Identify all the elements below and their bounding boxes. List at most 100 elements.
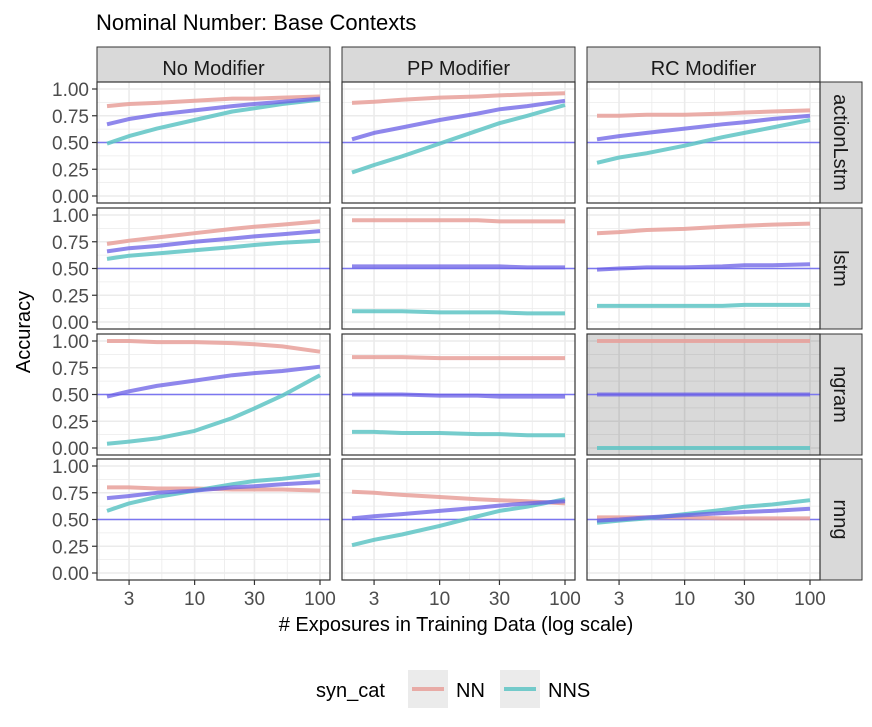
panel-series-lstm-rc-modifier bbox=[587, 221, 820, 308]
panel-actionlstm-rc-modifier bbox=[586, 81, 821, 204]
series-line-nns-lstm-rc-modifier bbox=[597, 302, 810, 308]
panel-ngram-pp-modifier bbox=[341, 333, 576, 456]
series-line-nns-actionlstm-no-modifier bbox=[106, 97, 321, 146]
chart-title: Nominal Number: Base Contexts bbox=[96, 10, 416, 35]
y-tick-label-actionlstm-0: 0.00 bbox=[52, 187, 89, 208]
y-tick-label-ngram-2: 0.50 bbox=[52, 386, 89, 407]
series-line-nn-actionlstm-no-modifier bbox=[106, 94, 321, 109]
panel-actionlstm-pp-modifier bbox=[341, 81, 576, 204]
series-line-overall-lstm-no-modifier bbox=[106, 229, 321, 254]
panel-border-ngram-rc-modifier bbox=[586, 333, 821, 456]
series-line-overall-rnng-no-modifier bbox=[106, 480, 321, 501]
y-tick-label-ngram-1: 0.25 bbox=[52, 412, 89, 433]
row-strip-label-ngram: ngram bbox=[829, 366, 851, 423]
row-strip-label-rnng: rnng bbox=[829, 499, 851, 539]
series-line-nn-rnng-pp-modifier bbox=[351, 489, 566, 506]
panel-series-rnng-pp-modifier bbox=[342, 489, 575, 548]
x-tick-label-pp-modifier-3: 100 bbox=[549, 589, 581, 610]
panel-series-actionlstm-pp-modifier bbox=[342, 91, 575, 175]
column-strip-rc-modifier bbox=[586, 46, 821, 89]
row-strip-label-lstm: lstm bbox=[829, 250, 851, 287]
y-tick-label-lstm-1: 0.25 bbox=[52, 286, 89, 307]
legend-title: syn_cat bbox=[316, 680, 385, 702]
series-line-nns-lstm-pp-modifier bbox=[352, 309, 565, 316]
x-tick-label-rc-modifier-3: 100 bbox=[794, 589, 826, 610]
series-line-nn-ngram-no-modifier bbox=[107, 339, 321, 354]
x-axis-label: # Exposures in Training Data (log scale) bbox=[279, 614, 634, 636]
panel-series-ngram-pp-modifier bbox=[342, 355, 575, 438]
column-strip-no-modifier bbox=[96, 46, 331, 89]
y-tick-label-rnng-1: 0.25 bbox=[52, 537, 89, 558]
x-tick-label-pp-modifier-0: 3 bbox=[369, 589, 380, 610]
panel-rnng-no-modifier bbox=[96, 458, 331, 581]
series-line-nns-actionlstm-rc-modifier bbox=[596, 118, 811, 165]
panel-border-rnng-rc-modifier bbox=[586, 458, 821, 581]
series-line-nns-rnng-pp-modifier bbox=[351, 497, 566, 548]
y-tick-label-ngram-4: 1.00 bbox=[52, 332, 89, 353]
panel-series-lstm-pp-modifier bbox=[342, 218, 575, 316]
series-line-nn-lstm-rc-modifier bbox=[596, 221, 811, 236]
series-line-nns-lstm-no-modifier bbox=[106, 238, 321, 261]
column-strip-label-no-modifier: No Modifier bbox=[162, 58, 265, 80]
y-axis-label: Accuracy bbox=[13, 291, 35, 373]
legend-keys bbox=[408, 670, 540, 708]
series-line-overall-rnng-rc-modifier bbox=[596, 506, 811, 523]
series-line-overall-actionlstm-pp-modifier bbox=[351, 98, 566, 142]
panel-border-actionlstm-rc-modifier bbox=[586, 81, 821, 204]
panel-series-lstm-no-modifier bbox=[97, 219, 330, 270]
panel-border-rnng-pp-modifier bbox=[341, 458, 576, 581]
x-tick-label-no-modifier-1: 10 bbox=[184, 589, 205, 610]
y-tick-label-rnng-4: 1.00 bbox=[52, 457, 89, 478]
series-line-overall-actionlstm-no-modifier bbox=[106, 96, 321, 127]
column-strip-label-pp-modifier: PP Modifier bbox=[407, 58, 510, 80]
series-line-overall-lstm-rc-modifier bbox=[596, 262, 811, 272]
panel-rnng-rc-modifier bbox=[586, 458, 821, 581]
y-tick-label-lstm-2: 0.50 bbox=[52, 260, 89, 281]
y-tick-label-actionlstm-3: 0.75 bbox=[52, 107, 89, 128]
panel-border-lstm-rc-modifier bbox=[586, 207, 821, 330]
panel-ngram-rc-modifier bbox=[586, 333, 821, 456]
series-line-nns-actionlstm-pp-modifier bbox=[351, 103, 566, 175]
y-tick-label-rnng-0: 0.00 bbox=[52, 564, 89, 585]
x-tick-label-pp-modifier-2: 30 bbox=[489, 589, 510, 610]
panel-series-ngram-no-modifier bbox=[97, 339, 330, 446]
legend-label-nns: NNS bbox=[548, 680, 590, 702]
panel-lstm-no-modifier bbox=[96, 207, 331, 330]
panel-series-rnng-no-modifier bbox=[97, 472, 330, 521]
x-tick-label-no-modifier-0: 3 bbox=[124, 589, 135, 610]
series-line-overall-ngram-no-modifier bbox=[106, 364, 321, 399]
y-tick-label-rnng-3: 0.75 bbox=[52, 484, 89, 505]
panel-ngram-no-modifier bbox=[96, 333, 331, 456]
panel-series-rnng-rc-modifier bbox=[587, 498, 820, 525]
column-strip-label-rc-modifier: RC Modifier bbox=[651, 58, 757, 80]
column-strip-pp-modifier bbox=[341, 46, 576, 89]
series-line-overall-rnng-pp-modifier bbox=[351, 499, 566, 521]
series-line-nn-actionlstm-rc-modifier bbox=[597, 108, 811, 118]
panel-series-actionlstm-no-modifier bbox=[97, 94, 330, 146]
y-tick-label-rnng-2: 0.50 bbox=[52, 511, 89, 532]
panel-border-ngram-pp-modifier bbox=[341, 333, 576, 456]
series-line-overall-lstm-pp-modifier bbox=[352, 264, 565, 270]
series-line-nns-ngram-no-modifier bbox=[106, 373, 321, 446]
series-line-nn-lstm-pp-modifier bbox=[352, 218, 565, 224]
y-tick-label-lstm-3: 0.75 bbox=[52, 233, 89, 254]
panels-layer: No Modifier PP Modifier RC Modifier actionL… bbox=[52, 46, 863, 610]
panel-series-ngram-rc-modifier bbox=[587, 339, 820, 450]
series-line-overall-actionlstm-rc-modifier bbox=[596, 113, 811, 142]
x-tick-label-rc-modifier-1: 10 bbox=[674, 589, 695, 610]
panel-series-actionlstm-rc-modifier bbox=[587, 108, 820, 165]
panel-lstm-rc-modifier bbox=[586, 207, 821, 330]
panel-border-actionlstm-pp-modifier bbox=[341, 81, 576, 204]
series-line-nn-lstm-no-modifier bbox=[106, 219, 321, 246]
series-line-overall-ngram-pp-modifier bbox=[352, 392, 565, 399]
panel-lstm-pp-modifier bbox=[341, 207, 576, 330]
x-tick-label-rc-modifier-0: 3 bbox=[614, 589, 625, 610]
x-tick-label-rc-modifier-2: 30 bbox=[734, 589, 755, 610]
y-tick-label-actionlstm-2: 0.50 bbox=[52, 134, 89, 155]
y-tick-label-lstm-4: 1.00 bbox=[52, 206, 89, 227]
series-line-nn-actionlstm-pp-modifier bbox=[351, 91, 566, 105]
row-strip-lstm bbox=[819, 207, 863, 330]
legend-label-nn: NN bbox=[456, 680, 485, 702]
